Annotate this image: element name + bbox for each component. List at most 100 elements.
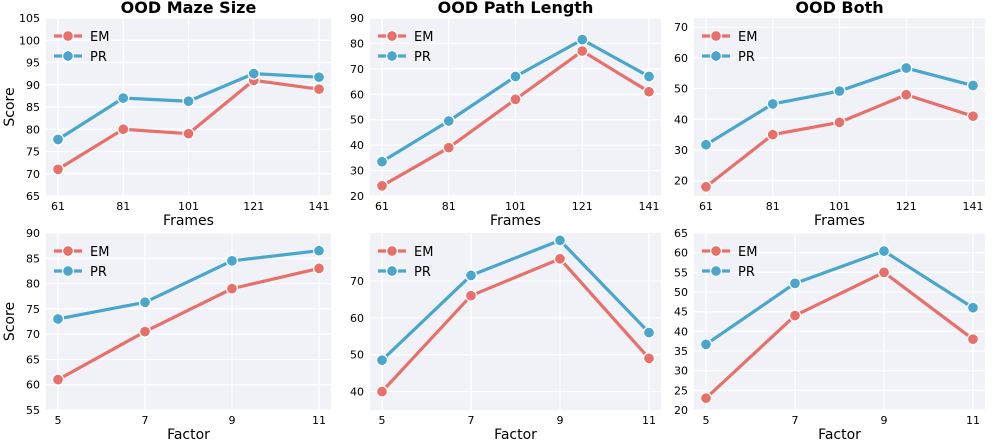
y-tick-label: 25 (674, 384, 688, 397)
y-tick-label: 70 (350, 275, 364, 288)
data-point-pr (182, 95, 195, 108)
data-point-em (138, 325, 152, 338)
data-point-em (509, 93, 522, 106)
y-tick-label: 80 (350, 37, 364, 50)
data-point-em (375, 385, 389, 398)
legend-label-pr: PR (90, 265, 107, 280)
y-tick-label: 60 (350, 88, 364, 101)
subplot-title: OOD Path Length (438, 0, 594, 17)
data-point-em (182, 127, 195, 140)
y-tick-label: 75 (26, 303, 40, 316)
legend-label-pr: PR (90, 50, 107, 65)
y-tick-label: 65 (26, 353, 40, 366)
data-point-em (464, 289, 478, 302)
data-point-pr (51, 133, 65, 146)
plot-area (694, 233, 985, 410)
x-tick-label: 11 (966, 414, 980, 427)
data-point-pr (699, 138, 713, 151)
x-tick-label: 141 (963, 200, 984, 213)
data-point-em (877, 266, 891, 279)
legend-label-pr: PR (738, 265, 755, 280)
legend-marker-pr (709, 264, 723, 278)
x-tick-label: 5 (379, 414, 386, 427)
plot-area (46, 233, 331, 410)
x-tick-label: 81 (116, 200, 130, 213)
subplot-title: OOD Maze Size (121, 0, 257, 17)
x-tick-label: 141 (309, 200, 330, 213)
data-point-em (312, 262, 326, 275)
legend-label-pr: PR (414, 265, 431, 280)
legend: EM PR (54, 29, 109, 65)
data-point-pr (877, 244, 891, 258)
y-tick-label: 20 (350, 190, 364, 203)
x-tick-label: 121 (572, 200, 593, 213)
data-point-em (788, 309, 802, 322)
legend-marker-em (709, 244, 723, 258)
y-tick-label: 70 (26, 328, 40, 341)
x-tick-label: 9 (881, 414, 888, 427)
x-axis-label: Frames (490, 213, 541, 229)
series-line-pr (705, 249, 974, 346)
legend-marker-pr (385, 49, 399, 63)
x-tick-label: 5 (55, 414, 62, 427)
data-point-pr (51, 312, 65, 326)
y-tick-label: 85 (26, 252, 40, 265)
legend-label-em: EM (414, 245, 433, 260)
legend: EM PR (378, 244, 433, 280)
x-tick-label: 61 (699, 200, 713, 213)
x-tick-label: 81 (442, 200, 456, 213)
x-tick-label: 121 (243, 200, 264, 213)
x-tick-label: 7 (468, 414, 475, 427)
data-point-em (225, 282, 239, 295)
series-line-em (704, 270, 974, 400)
legend-marker-pr (61, 49, 75, 63)
x-tick-label: 121 (896, 200, 917, 213)
y-tick-label: 55 (26, 404, 40, 417)
x-axis-label: Frames (163, 213, 214, 229)
x-tick-label: 81 (766, 200, 780, 213)
y-tick-label: 50 (674, 83, 688, 96)
data-point-em (553, 252, 567, 265)
legend-marker-pr (61, 264, 75, 278)
data-point-pr (699, 338, 713, 351)
legend-label-em: EM (90, 245, 109, 260)
legend-marker-em (385, 29, 399, 43)
y-tick-label: 55 (674, 266, 688, 279)
data-point-pr (225, 254, 239, 267)
data-point-pr (312, 244, 326, 257)
y-tick-label: 105 (19, 12, 40, 25)
y-tick-label: 40 (350, 386, 364, 399)
legend-marker-em (709, 29, 723, 43)
x-tick-label: 101 (178, 200, 199, 213)
subplot-2: 20 30 40 50 60 70 80 90 61 81 101 121 141 OOD Path Le… (350, 0, 661, 229)
legend-label-pr: PR (738, 50, 755, 65)
legend-label-pr: PR (414, 50, 431, 65)
legend: EM PR (378, 29, 433, 65)
data-point-pr (312, 71, 326, 84)
y-tick-label: 35 (674, 345, 688, 358)
subplot-title: OOD Both (795, 0, 883, 17)
data-point-em (699, 180, 713, 193)
data-point-pr (642, 70, 656, 83)
x-axis-label: Factor (494, 427, 537, 442)
legend-label-em: EM (738, 245, 757, 260)
legend-label-em: EM (90, 30, 109, 45)
y-tick-label: 40 (674, 325, 688, 338)
y-tick-label: 100 (19, 34, 40, 47)
series-line-pr (57, 249, 320, 321)
y-tick-label: 60 (674, 247, 688, 260)
x-axis-label: Factor (818, 427, 861, 442)
data-point-pr (642, 326, 656, 339)
legend-label-em: EM (738, 30, 757, 45)
legend: EM PR (702, 244, 757, 280)
legend-marker-em (385, 244, 399, 258)
y-tick-label: 85 (26, 101, 40, 114)
subplot-4: 55 60 65 70 75 80 85 90 5 7 9 11 Factor Score EM PR (2, 227, 331, 442)
y-tick-label: 75 (26, 146, 40, 159)
x-tick-label: 61 (375, 200, 389, 213)
data-point-pr (966, 301, 980, 314)
subplot-1: 65 70 75 80 85 90 95 100 105 61 81 101 121 141 OOD Maz… (2, 0, 331, 229)
legend-marker-em (61, 29, 75, 43)
legend-marker-pr (709, 49, 723, 63)
